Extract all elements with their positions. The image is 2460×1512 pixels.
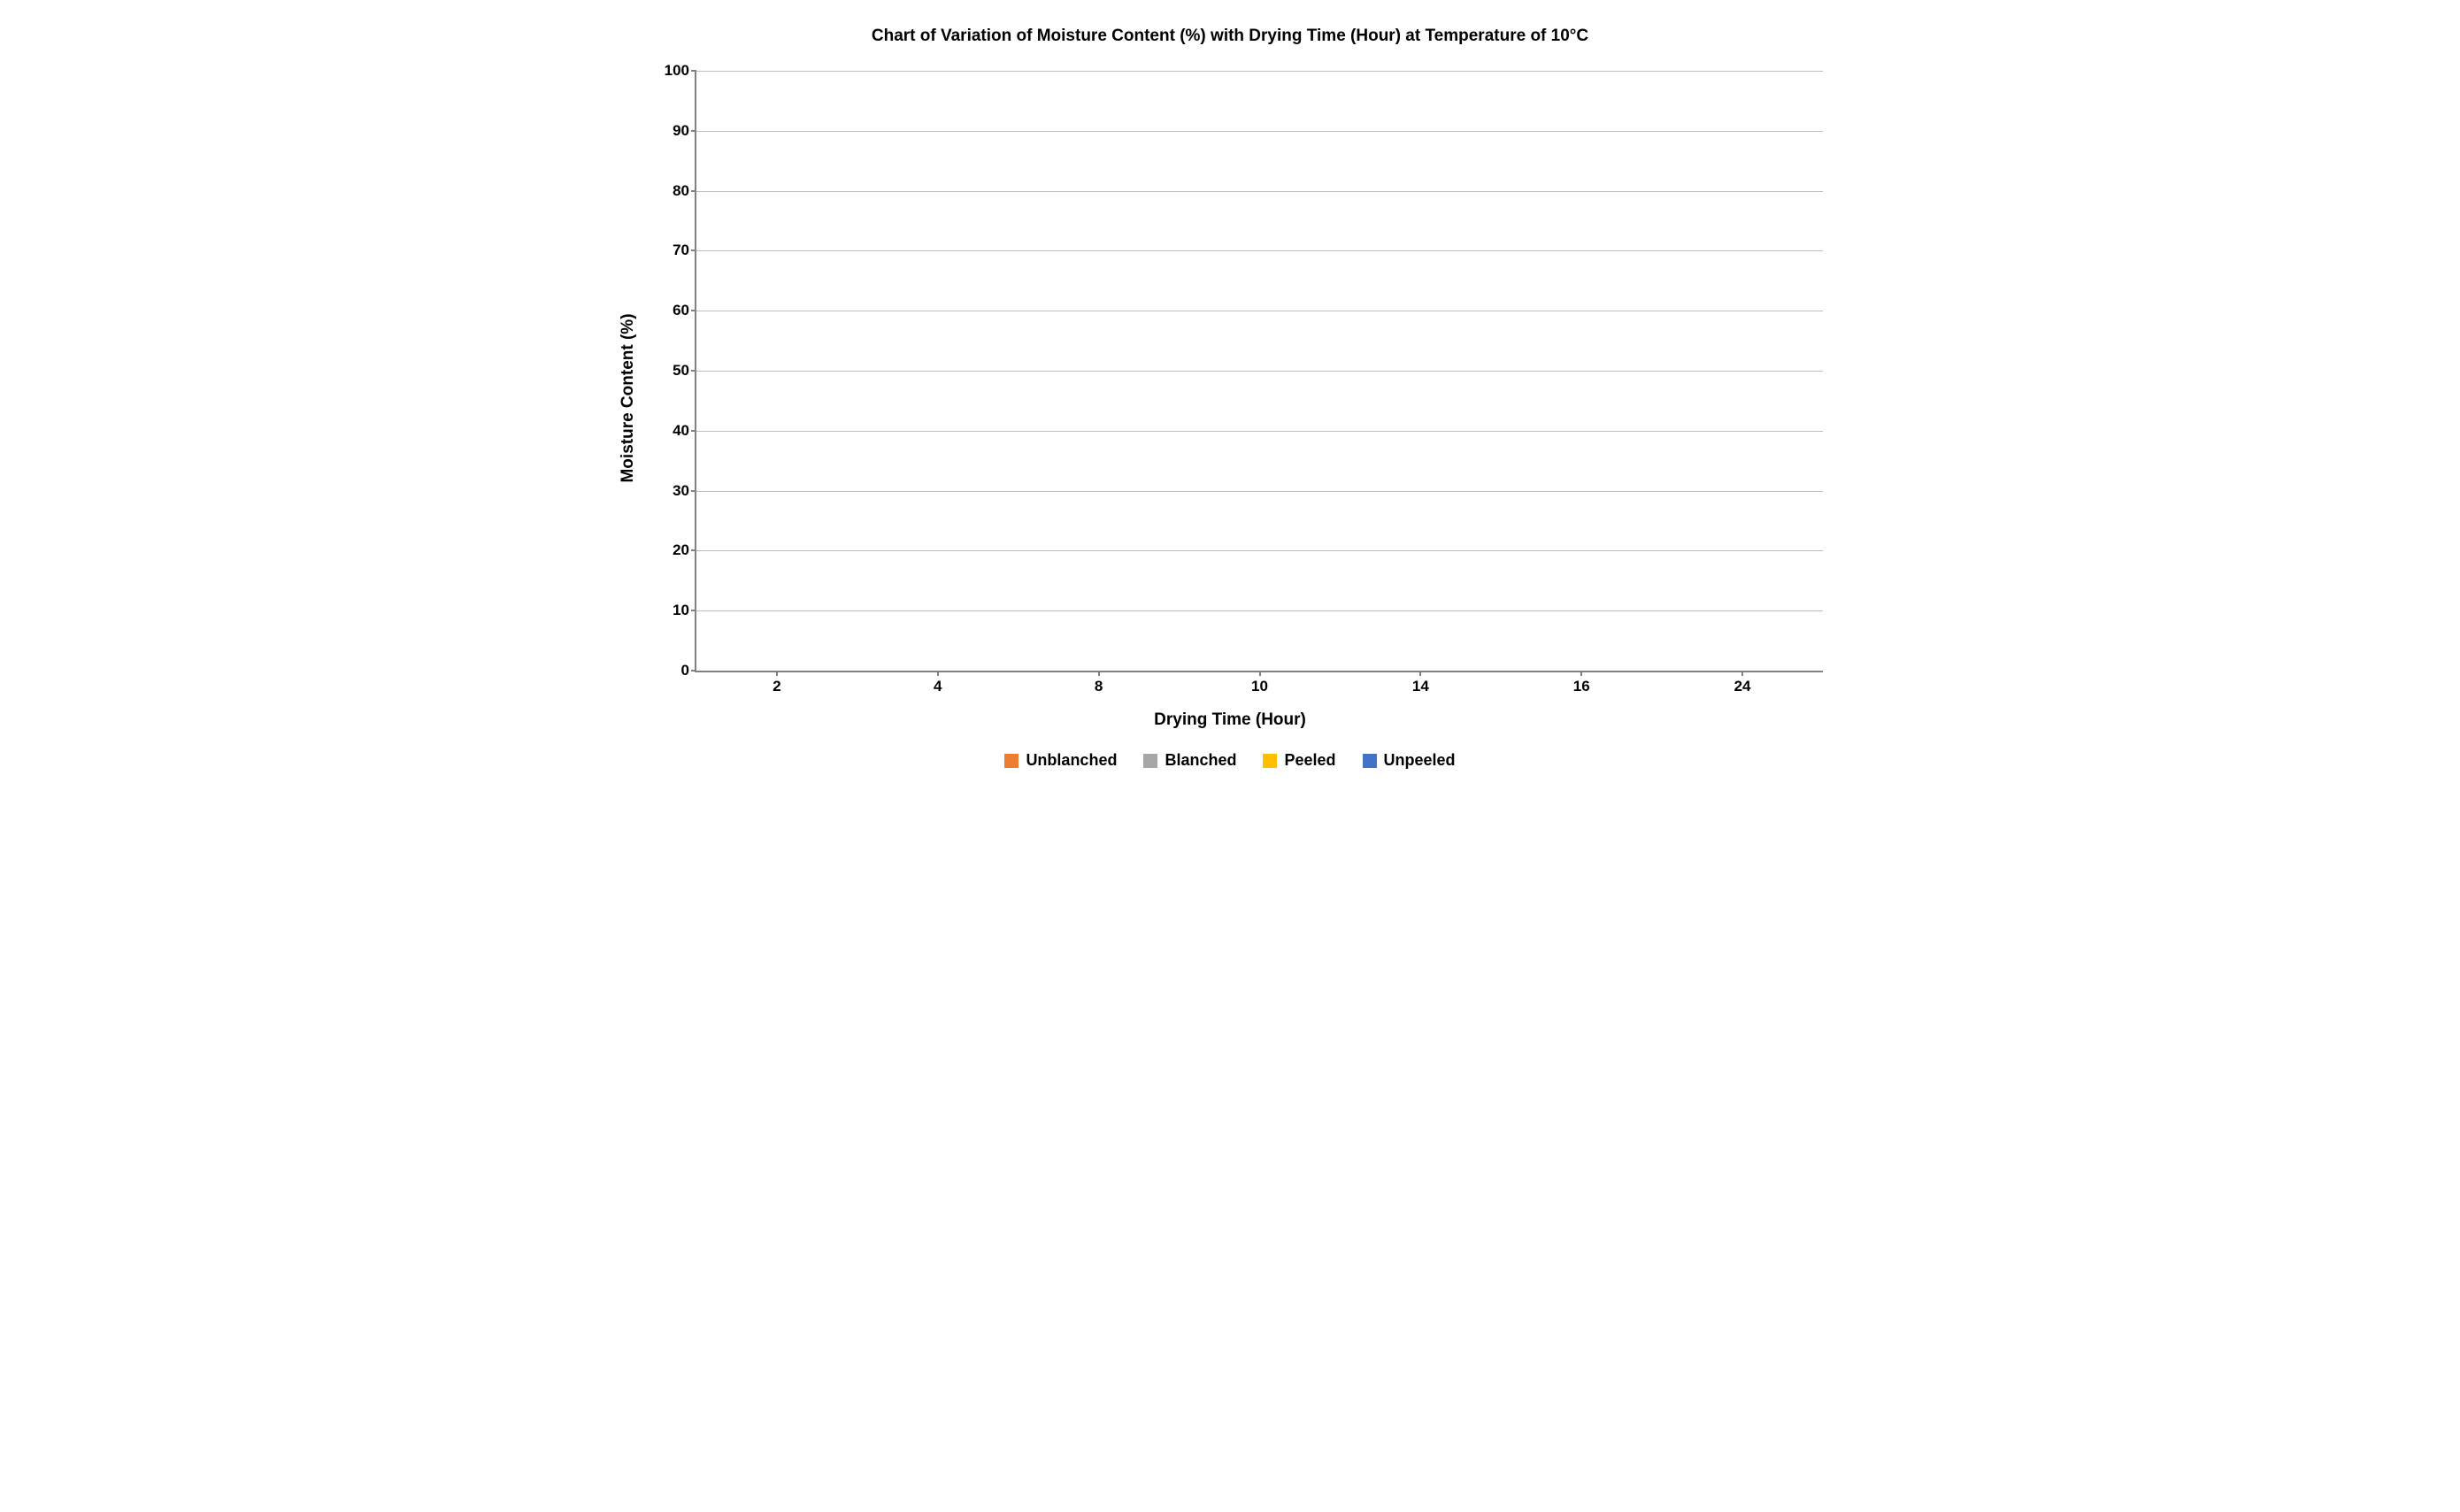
y-tick-mark [691, 190, 696, 192]
y-tick-mark [691, 670, 696, 672]
y-tick-mark [691, 549, 696, 551]
legend-item: Peeled [1263, 751, 1335, 770]
x-tick-mark [1741, 671, 1743, 676]
plot-area: 010203040506070809010024810141624 [695, 71, 1823, 672]
legend: Unblanched Blanched Peeled Unpeeled [611, 751, 1849, 770]
y-tick-mark [691, 70, 696, 72]
y-tick-mark [691, 610, 696, 611]
x-tick-mark [1419, 671, 1421, 676]
chart-container: Chart of Variation of Moisture Content (… [611, 18, 1849, 779]
gridline [696, 191, 1823, 192]
legend-swatch [1143, 754, 1157, 768]
legend-item: Unpeeled [1363, 751, 1456, 770]
y-tick-mark [691, 310, 696, 311]
y-tick-mark [691, 370, 696, 372]
gridline [696, 131, 1823, 132]
gridline [696, 71, 1823, 72]
x-tick-mark [1580, 671, 1582, 676]
x-tick-mark [1259, 671, 1261, 676]
y-tick-mark [691, 130, 696, 132]
gridline [696, 550, 1823, 551]
gridline [696, 491, 1823, 492]
legend-swatch [1004, 754, 1019, 768]
y-axis-label: Moisture Content (%) [619, 313, 638, 482]
gridline [696, 610, 1823, 611]
chart-title: Chart of Variation of Moisture Content (… [611, 27, 1849, 46]
legend-item: Unblanched [1004, 751, 1117, 770]
x-tick-mark [776, 671, 778, 676]
y-tick-mark [691, 430, 696, 432]
y-tick-mark [691, 249, 696, 251]
x-tick-mark [937, 671, 939, 676]
x-tick-mark [1098, 671, 1100, 676]
gridline [696, 371, 1823, 372]
gridline [696, 250, 1823, 251]
legend-label: Peeled [1284, 751, 1335, 770]
legend-label: Unpeeled [1384, 751, 1456, 770]
legend-swatch [1363, 754, 1377, 768]
x-axis-label: Drying Time (Hour) [611, 710, 1849, 730]
legend-label: Blanched [1165, 751, 1236, 770]
legend-swatch [1263, 754, 1277, 768]
legend-item: Blanched [1143, 751, 1236, 770]
legend-label: Unblanched [1026, 751, 1117, 770]
gridline [696, 431, 1823, 432]
y-tick-mark [691, 490, 696, 492]
